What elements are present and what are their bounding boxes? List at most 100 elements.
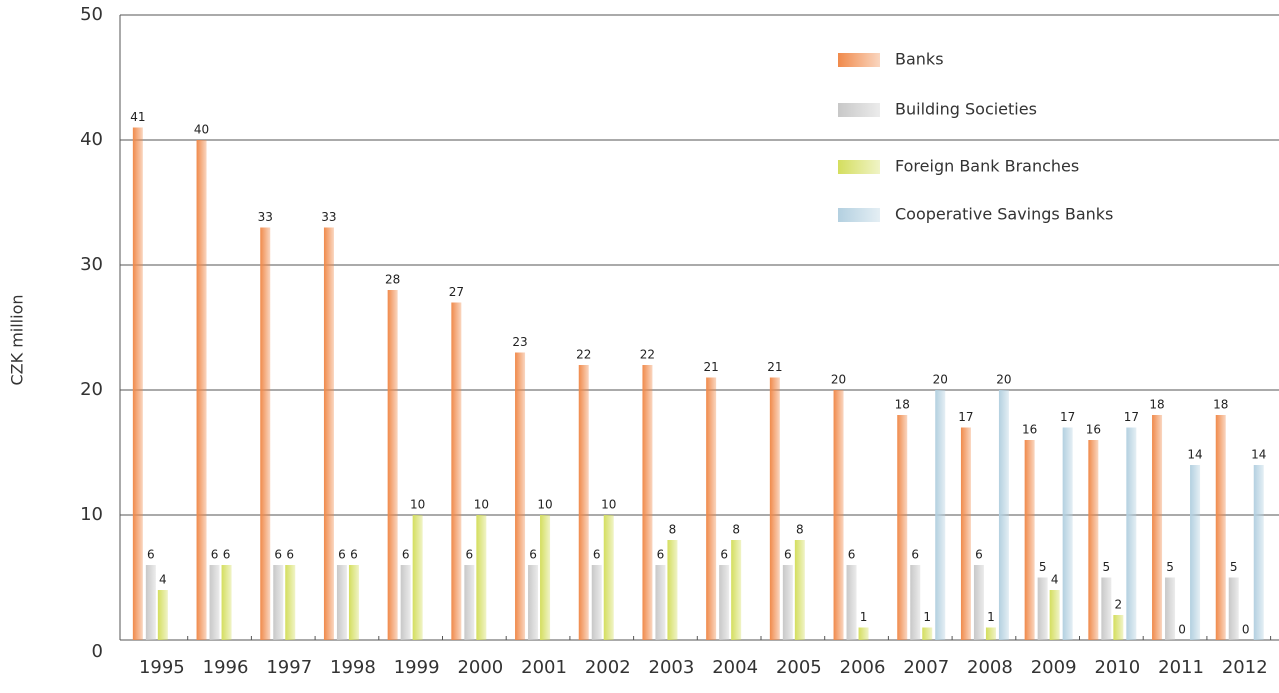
bar: [1101, 577, 1112, 640]
bar: [731, 540, 742, 640]
value-label: 41: [130, 110, 145, 124]
value-label: 6: [338, 548, 346, 562]
bar: [412, 515, 423, 640]
bar: [897, 415, 908, 640]
bar: [1215, 415, 1226, 640]
x-tick-label: 1999: [394, 657, 440, 678]
value-label: 28: [385, 273, 400, 287]
value-label: 10: [537, 498, 552, 512]
value-label: 4: [159, 573, 167, 587]
bar: [1024, 440, 1035, 640]
value-label: 21: [767, 360, 782, 374]
y-tick-label: 50: [80, 4, 103, 25]
value-label: 16: [1086, 423, 1101, 437]
bar: [476, 515, 487, 640]
bar: [464, 565, 475, 640]
bar: [922, 627, 933, 640]
y-tick-label: 20: [80, 379, 103, 400]
x-tick-label: 1997: [266, 657, 312, 678]
value-label: 17: [958, 410, 973, 424]
y-tick-label: 10: [80, 504, 103, 525]
value-label: 27: [449, 285, 464, 299]
y-tick-label: 40: [80, 129, 103, 150]
x-tick-label: 2006: [840, 657, 886, 678]
value-label: 6: [223, 548, 231, 562]
value-label: 0: [1242, 623, 1250, 637]
value-label: 17: [1060, 410, 1075, 424]
bar: [1253, 465, 1264, 640]
value-label: 5: [1230, 560, 1238, 574]
value-label: 22: [576, 348, 591, 362]
bar: [540, 515, 551, 640]
y-axis-label: CZK million: [8, 294, 27, 385]
x-tick-label: 2001: [521, 657, 567, 678]
x-tick-label: 2007: [903, 657, 949, 678]
value-label: 5: [1166, 560, 1174, 574]
bar: [221, 565, 232, 640]
bar: [528, 565, 539, 640]
y-tick-label: 30: [80, 254, 103, 275]
bar: [1228, 577, 1239, 640]
x-tick-label: 2012: [1222, 657, 1268, 678]
bar: [1152, 415, 1163, 640]
value-label: 1: [923, 610, 931, 624]
value-label: 20: [996, 373, 1011, 387]
value-label: 6: [147, 548, 155, 562]
value-label: 18: [1149, 398, 1164, 412]
bar: [794, 540, 805, 640]
bar: [451, 302, 462, 640]
bar: [719, 565, 730, 640]
value-label: 16: [1022, 423, 1037, 437]
bar: [642, 365, 653, 640]
value-label: 6: [848, 548, 856, 562]
bar: [591, 565, 602, 640]
value-label: 14: [1251, 448, 1266, 462]
bar: [998, 390, 1009, 640]
bar: [209, 565, 220, 640]
bar: [260, 227, 271, 640]
bar: [1126, 427, 1137, 640]
value-label: 1: [860, 610, 868, 624]
bar: [960, 427, 971, 640]
bar: [1049, 590, 1060, 640]
legend-label: Building Societies: [895, 100, 1037, 119]
bar: [196, 140, 207, 640]
value-label: 2: [1115, 598, 1123, 612]
bar: [387, 290, 398, 640]
bar: [973, 565, 984, 640]
x-tick-label: 2005: [776, 657, 822, 678]
bar: [157, 590, 168, 640]
value-label: 6: [657, 548, 665, 562]
value-label: 21: [704, 360, 719, 374]
legend-swatch: [838, 208, 880, 222]
bar: [1088, 440, 1099, 640]
value-label: 5: [1103, 560, 1111, 574]
value-label: 20: [933, 373, 948, 387]
value-label: 18: [895, 398, 910, 412]
bar: [769, 377, 780, 640]
legend-label: Banks: [895, 50, 944, 69]
value-label: 10: [410, 498, 425, 512]
bar: [273, 565, 284, 640]
bar: [706, 377, 717, 640]
bar: [1037, 577, 1048, 640]
bar: [833, 390, 844, 640]
value-label: 18: [1213, 398, 1228, 412]
value-label: 8: [669, 523, 677, 537]
value-label: 10: [474, 498, 489, 512]
value-label: 10: [601, 498, 616, 512]
bar: [782, 565, 793, 640]
value-label: 0: [1178, 623, 1186, 637]
value-label: 6: [402, 548, 410, 562]
value-label: 14: [1187, 448, 1202, 462]
value-label: 6: [784, 548, 792, 562]
bar: [655, 565, 666, 640]
value-label: 6: [350, 548, 358, 562]
y-tick-label: 0: [92, 641, 103, 662]
value-label: 23: [512, 335, 527, 349]
legend-label: Cooperative Savings Banks: [895, 205, 1113, 224]
x-tick-label: 2003: [649, 657, 695, 678]
bar: [985, 627, 996, 640]
legend-swatch: [838, 103, 880, 117]
